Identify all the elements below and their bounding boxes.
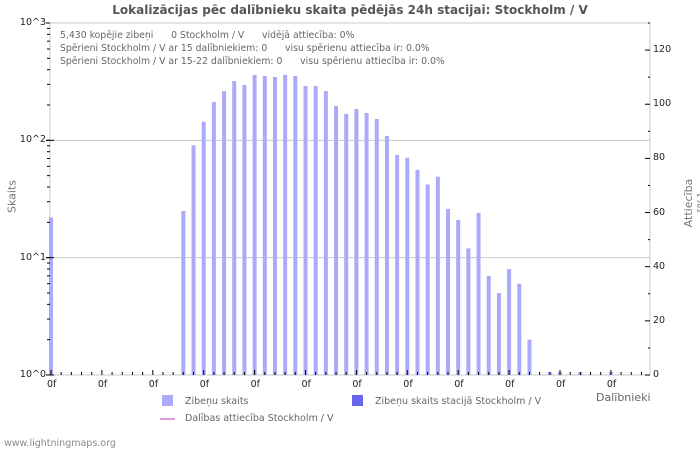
x-tick-label: 0f bbox=[301, 379, 311, 390]
right-tick-label: 100 bbox=[653, 98, 672, 110]
x-tick-label: 0f bbox=[505, 379, 515, 390]
x-tick-label: 0f bbox=[250, 379, 260, 390]
legend-swatch-ratio bbox=[160, 418, 175, 420]
legend-item-count: Zibeņu skaits bbox=[185, 396, 249, 407]
legend-item-station-count: Zibeņu skaits stacijā Stockholm / V bbox=[375, 396, 542, 407]
grid-lines bbox=[49, 22, 651, 376]
x-tick-label: 0f bbox=[47, 379, 57, 390]
right-tick-label: 40 bbox=[653, 260, 666, 272]
x-tick-label: 0f bbox=[403, 379, 413, 390]
right-tick-label: 80 bbox=[653, 152, 666, 164]
right-tick-label: 120 bbox=[653, 44, 672, 56]
left-tick-label: 10^2 bbox=[19, 134, 46, 146]
left-axis-label: Skaits bbox=[5, 180, 19, 213]
x-axis-label: Dalībnieki bbox=[596, 391, 651, 404]
right-tick-label: 0 bbox=[653, 369, 660, 380]
chart-title: Lokalizācijas pēc dalībnieku skaita pēdē… bbox=[112, 3, 588, 17]
legend-swatch-bars bbox=[162, 395, 173, 406]
legend-swatch-station bbox=[352, 395, 363, 406]
x-tick-label: 0f bbox=[352, 379, 362, 390]
x-tick-label: 0f bbox=[454, 379, 464, 390]
x-tick-label: 0f bbox=[556, 379, 566, 390]
info-line-15: Spērieni Stockholm / V ar 15 dalībniekie… bbox=[60, 43, 430, 54]
legend-item-ratio: Dalības attiecība Stockholm / V bbox=[185, 413, 334, 424]
left-tick-label: 10^1 bbox=[19, 251, 46, 263]
left-tick-label: 10^0 bbox=[19, 369, 46, 380]
right-tick-label: 20 bbox=[653, 314, 666, 326]
footer-credit: www.lightningmaps.org bbox=[4, 438, 116, 449]
x-tick-label: 0f bbox=[606, 379, 617, 390]
x-tick-label: 0f bbox=[97, 379, 108, 390]
info-line-total: 5,430 kopējie zibeņi 0 Stockholm / V vid… bbox=[60, 30, 355, 41]
x-tick-label: 0f bbox=[199, 379, 210, 390]
info-line-15-22: Spērieni Stockholm / V ar 15-22 dalībnie… bbox=[60, 56, 445, 67]
right-tick-label: 60 bbox=[653, 206, 666, 218]
axes bbox=[46, 22, 650, 376]
left-tick-label: 10^3 bbox=[19, 17, 46, 28]
right-axis-label: Attiecība [%] bbox=[682, 178, 700, 228]
x-tick-label: 0f bbox=[148, 379, 159, 390]
bar-series bbox=[49, 74, 613, 376]
